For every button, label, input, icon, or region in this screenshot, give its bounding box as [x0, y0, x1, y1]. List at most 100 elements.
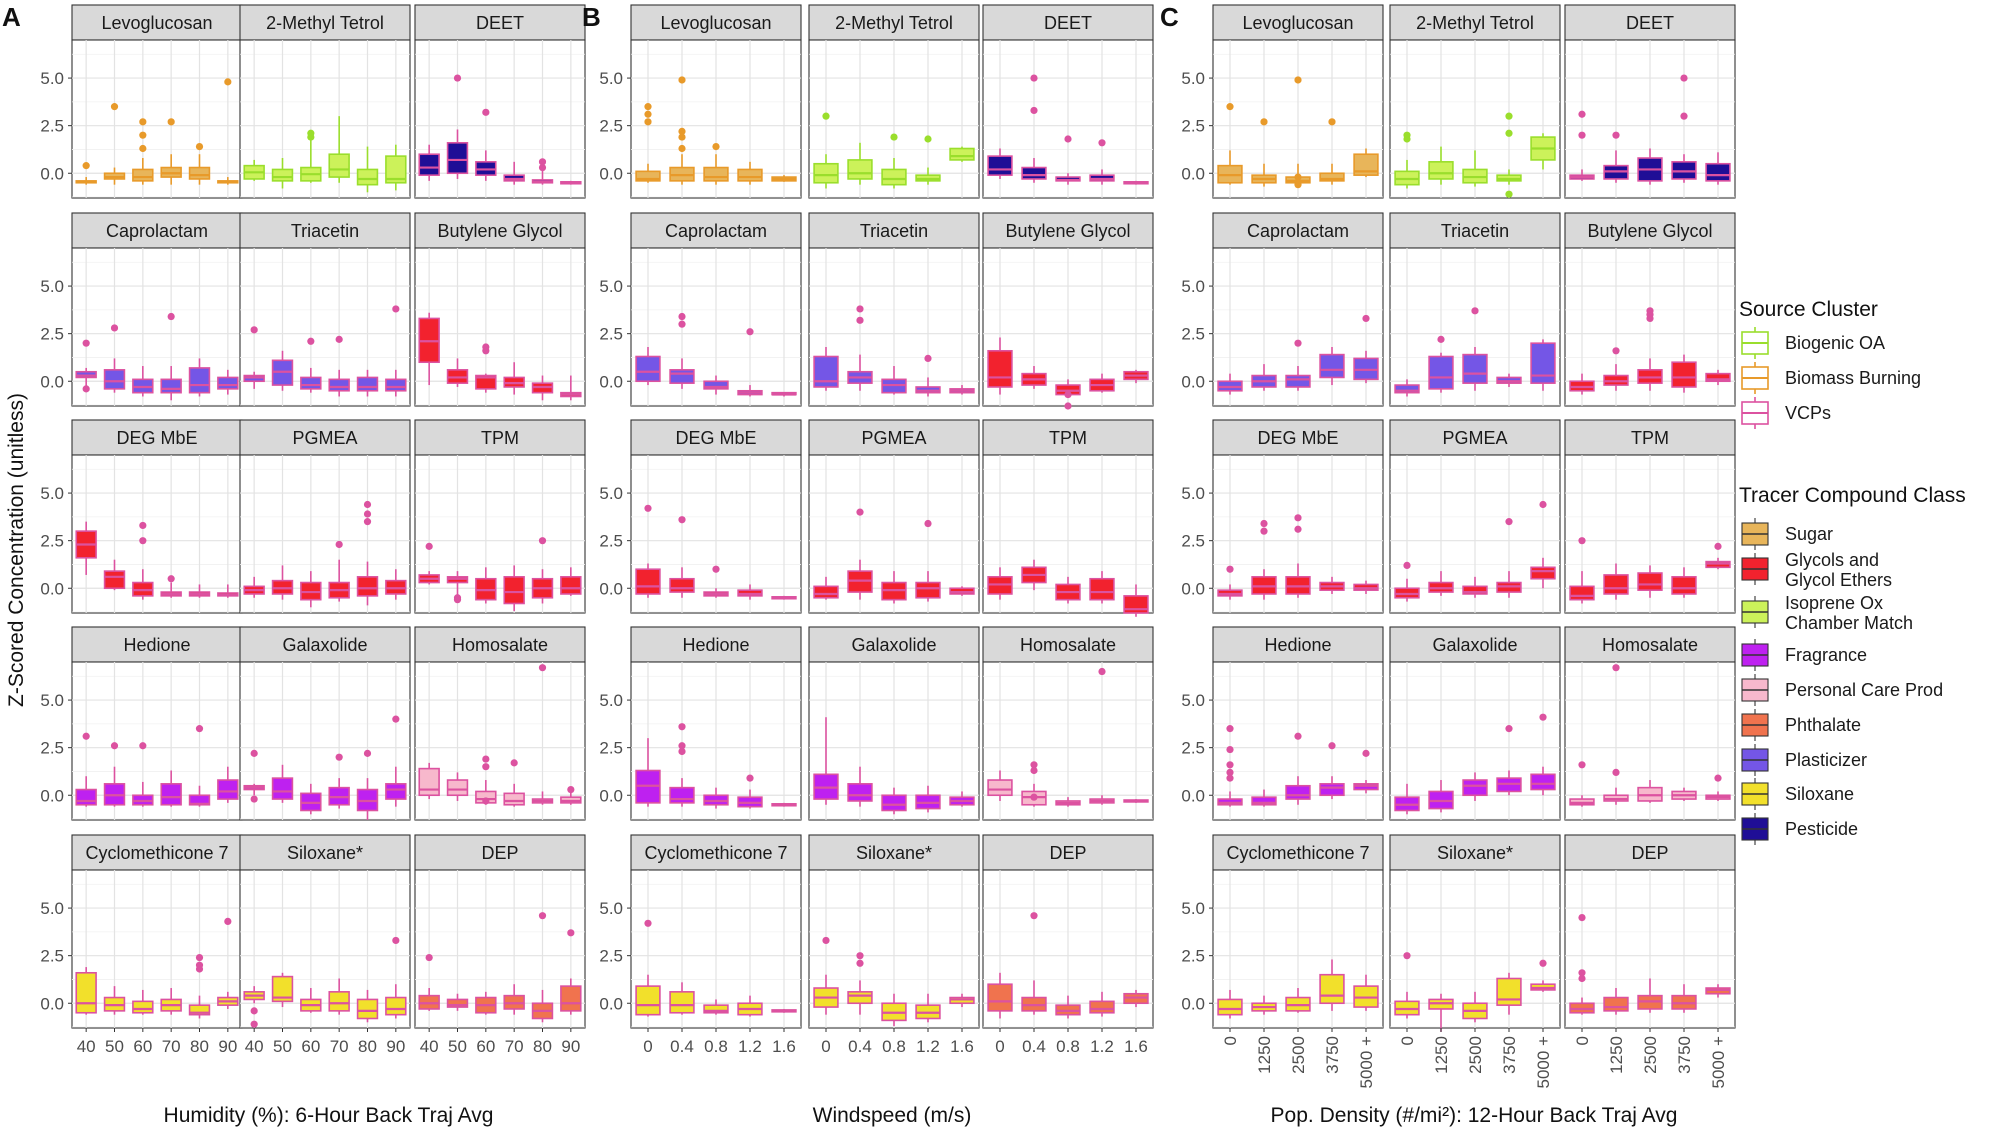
box-body [1530, 342, 1556, 384]
box-outlier [1260, 118, 1268, 126]
box-outlier [167, 312, 175, 321]
facet-title: Galaxolide [851, 635, 936, 655]
box-outlier [746, 328, 754, 336]
box-body [987, 983, 1013, 1012]
box-outlier [1226, 725, 1234, 733]
box-body [1671, 576, 1697, 595]
x-tick-label: 1250 [1255, 1036, 1274, 1074]
x-tick-label: 0 [643, 1037, 652, 1056]
box-outlier [1612, 347, 1620, 355]
x-tick-label: 1.2 [738, 1037, 762, 1056]
y-tick-label: 0.0 [1181, 164, 1205, 183]
box-outlier [139, 521, 147, 530]
facet-title: Triacetin [291, 221, 359, 241]
facet-title: Galaxolide [1432, 635, 1517, 655]
facet-strip [71, 626, 243, 663]
facet-strip [808, 212, 980, 249]
legend-class-label: Chamber Match [1785, 613, 1913, 633]
facet-title: DEP [1631, 843, 1668, 863]
box-outlier [1505, 518, 1513, 526]
box-body [328, 991, 350, 1012]
y-tick-label: 2.5 [40, 739, 64, 758]
box-outlier [82, 162, 90, 170]
y-tick-label: 2.5 [1181, 739, 1205, 758]
box-outlier [678, 723, 686, 731]
facet-title: PGMEA [1442, 428, 1507, 448]
y-tick-label: 2.5 [599, 532, 623, 551]
facet-strip [1564, 212, 1736, 249]
box-outlier [1260, 519, 1268, 528]
box-outlier [250, 795, 258, 803]
x-tick-label: 80 [190, 1037, 209, 1056]
box-outlier [167, 575, 175, 583]
box-body [1603, 996, 1629, 1012]
y-tick-label: 5.0 [40, 69, 64, 88]
box-outlier [856, 316, 864, 324]
box-outlier [195, 953, 204, 962]
legend-source-label: VCPs [1785, 403, 1831, 423]
box-body [1285, 374, 1311, 388]
box-body [1462, 585, 1488, 595]
box-body [813, 162, 839, 184]
box-outlier [1578, 969, 1586, 977]
x-axis-label-C: Pop. Density (#/mi²): 12-Hour Back Traj … [1271, 1104, 1678, 1127]
legend-class-label: Isoprene Ox [1785, 593, 1883, 613]
x-tick-label: 0 [1573, 1036, 1592, 1045]
facet-strip [1389, 419, 1561, 456]
x-tick-label: 90 [561, 1037, 580, 1056]
box-outlier [1505, 725, 1513, 733]
facet-strip [630, 626, 802, 663]
facet-title: Triacetin [1441, 221, 1509, 241]
box-body [703, 380, 729, 390]
box-outlier [250, 1007, 258, 1015]
y-tick-label: 5.0 [40, 691, 64, 710]
facet-strip [239, 419, 411, 456]
panel-label-C: C [1160, 2, 1179, 32]
box-body [217, 779, 239, 800]
box-outlier [678, 127, 686, 135]
facet-title: Galaxolide [282, 635, 367, 655]
facet-strip [982, 419, 1154, 456]
facet-strip [1212, 419, 1384, 456]
box-body [1671, 361, 1697, 388]
facet-title: Hedione [682, 635, 749, 655]
box-outlier [167, 118, 175, 126]
facet-title: Levoglucosan [660, 13, 771, 33]
box-outlier [1030, 766, 1038, 775]
box-outlier [1226, 745, 1234, 754]
box-body [328, 153, 350, 178]
facet-plot-area [414, 869, 586, 1029]
y-tick-label: 5.0 [40, 277, 64, 296]
box-body [703, 166, 729, 182]
facet-strip [1212, 834, 1384, 871]
legend-source-title: Source Cluster [1739, 298, 1878, 321]
facet-strip [1564, 626, 1736, 663]
box-body [356, 168, 379, 186]
box-outlier [453, 74, 462, 82]
box-outlier [110, 103, 119, 111]
box-outlier [1578, 110, 1586, 118]
box-body [635, 985, 661, 1016]
box-body [847, 783, 873, 802]
y-tick-label: 5.0 [1181, 899, 1205, 918]
x-tick-label: 90 [386, 1037, 405, 1056]
box-outlier [139, 742, 147, 750]
facet-title: Butylene Glycol [1587, 221, 1712, 241]
box-outlier [335, 540, 343, 549]
box-body [1428, 161, 1454, 180]
box-outlier [250, 326, 258, 334]
facet-title: Caprolactam [106, 221, 208, 241]
box-body [475, 374, 497, 390]
facet-plot-area [414, 454, 586, 614]
box-body [1089, 577, 1115, 601]
box-body [881, 794, 907, 812]
box-outlier [1437, 335, 1445, 343]
facet-title: 2-Methyl Tetrol [266, 13, 384, 33]
box-outlier [678, 312, 686, 321]
y-tick-label: 0.0 [1181, 579, 1205, 598]
facet-strip [414, 626, 586, 663]
x-tick-label: 3750 [1500, 1036, 1519, 1074]
box-body [271, 168, 294, 182]
x-tick-label: 0.8 [1056, 1037, 1080, 1056]
box-body [103, 369, 126, 390]
